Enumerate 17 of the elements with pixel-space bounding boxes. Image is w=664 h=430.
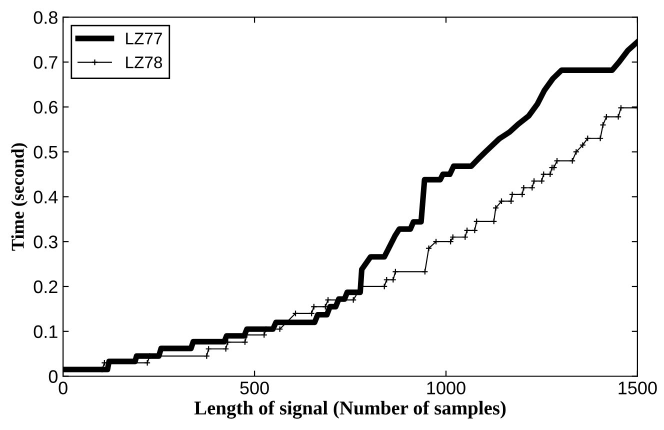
y-tick-label: 0.1 (34, 325, 58, 338)
legend-label: LZ78 (126, 56, 162, 68)
x-tick-label: 1500 (618, 382, 657, 394)
y-tick-label: 0.2 (34, 280, 58, 294)
y-tick-label: 0 (48, 370, 58, 383)
x-tick-label: 500 (240, 382, 269, 394)
y-tick-label: 0.5 (34, 146, 58, 159)
y-tick-label: 0.7 (34, 56, 58, 69)
x-tick-label: 0 (58, 382, 68, 394)
y-tick-label: 0.3 (34, 236, 58, 248)
y-axis-title: Time (second) (11, 143, 28, 251)
y-tick-label: 0.4 (34, 190, 58, 204)
y-tick-label: 0.8 (34, 11, 58, 24)
y-tick-label: 0.6 (34, 100, 58, 114)
legend-label: LZ77 (126, 32, 162, 44)
x-tick-label: 1000 (427, 382, 466, 394)
x-axis-title: Length of signal (Number of samples) (194, 400, 506, 419)
